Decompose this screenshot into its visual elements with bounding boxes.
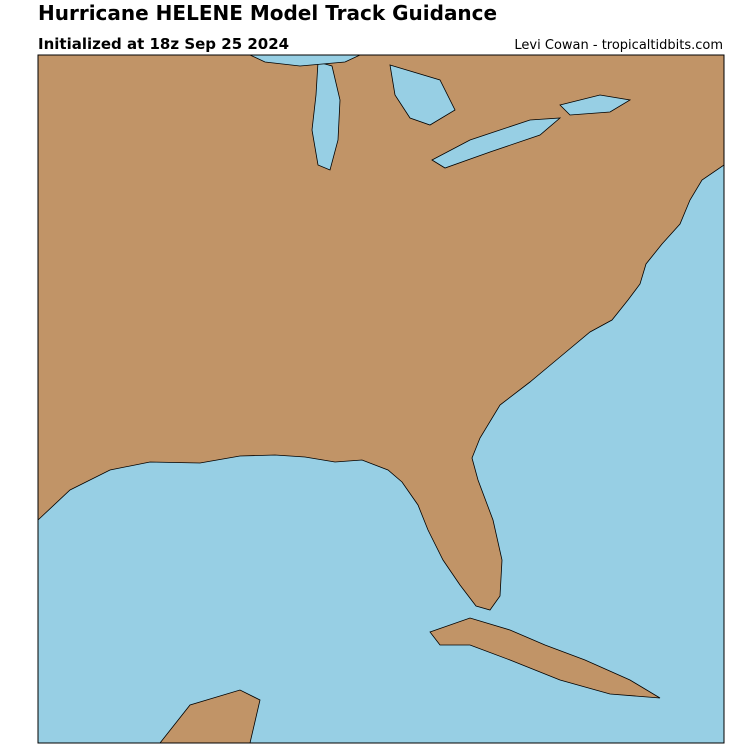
yucatan <box>159 689 261 743</box>
cuba <box>429 617 661 699</box>
lake-michigan <box>311 61 341 171</box>
credit: Levi Cowan - tropicaltidbits.com <box>514 38 723 53</box>
lake-huron <box>389 64 456 126</box>
map-area <box>38 55 724 743</box>
lake-ontario <box>559 94 632 116</box>
title: Hurricane HELENE Model Track Guidance <box>38 1 497 25</box>
lake-erie <box>431 117 562 169</box>
subtitle: Initialized at 18z Sep 25 2024 <box>38 35 289 53</box>
lake-superior <box>249 55 361 67</box>
ocean <box>38 164 724 743</box>
map-frame <box>37 54 725 744</box>
